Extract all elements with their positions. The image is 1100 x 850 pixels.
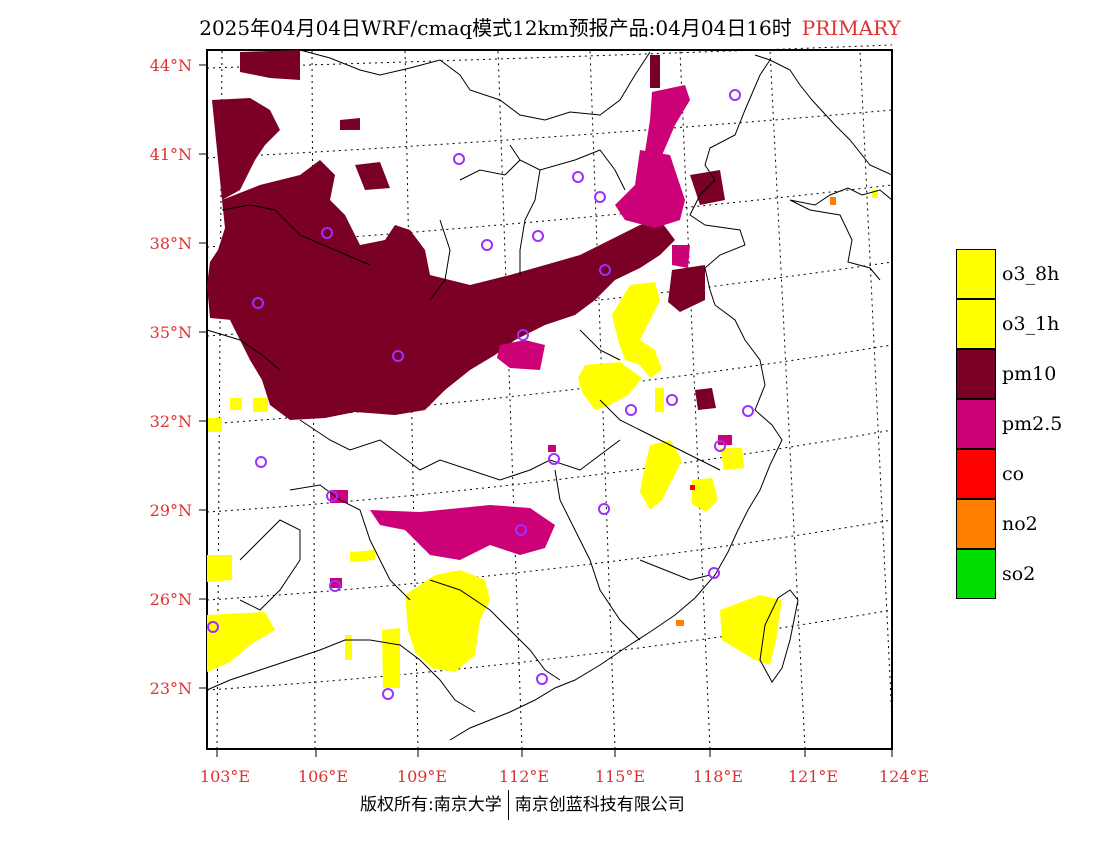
lon-ticks	[216, 749, 893, 757]
legend-swatch	[956, 399, 996, 449]
lon-label-106: 106°E	[298, 767, 348, 786]
lon-label-121: 121°E	[788, 767, 838, 786]
legend-swatch	[956, 449, 996, 499]
legend-label: pm2.5	[1002, 413, 1063, 435]
lat-label-41: 41°N	[150, 145, 192, 164]
legend-label: no2	[1002, 513, 1038, 535]
lon-label-103: 103°E	[200, 767, 250, 786]
legend-swatch	[956, 499, 996, 549]
lat-label-23: 23°N	[150, 679, 192, 698]
copyright-footer: 版权所有:南京大学 南京创蓝科技有限公司	[360, 790, 685, 820]
copyright-left: 版权所有:南京大学	[360, 795, 502, 815]
lat-labels: 44°N 41°N 38°N 35°N 32°N 29°N 26°N 23°N	[150, 56, 192, 698]
lon-labels: 103°E 106°E 109°E 112°E 115°E 118°E 121°…	[200, 767, 929, 786]
legend-label: co	[1002, 463, 1025, 485]
legend-label: pm10	[1002, 363, 1057, 385]
legend-label: o3_1h	[1002, 313, 1060, 335]
map-title: 2025年04月04日WRF/cmaq模式12km预报产品:04月04日16时 P…	[0, 12, 1100, 41]
legend-label: o3_8h	[1002, 263, 1060, 285]
lat-label-38: 38°N	[150, 234, 192, 253]
lat-label-29: 29°N	[150, 501, 192, 520]
lat-label-32: 32°N	[150, 412, 192, 431]
lat-label-26: 26°N	[150, 590, 192, 609]
no2-spot	[830, 197, 836, 205]
footer-divider	[507, 790, 509, 820]
lat-label-44: 44°N	[150, 56, 192, 75]
title-main: 2025年04月04日WRF/cmaq模式12km预报产品:04月04日16时	[199, 16, 792, 40]
lon-label-124: 124°E	[879, 767, 929, 786]
legend-swatch	[956, 249, 996, 299]
legend-label: so2	[1002, 563, 1036, 585]
pm10-area	[207, 50, 725, 420]
map-frame	[206, 49, 893, 750]
lon-label-112: 112°E	[499, 767, 549, 786]
lon-label-115: 115°E	[595, 767, 645, 786]
title-tag: PRIMARY	[801, 16, 901, 40]
lon-label-109: 109°E	[397, 767, 447, 786]
legend-swatch	[956, 549, 996, 599]
lat-label-35: 35°N	[150, 323, 192, 342]
lon-label-118: 118°E	[693, 767, 743, 786]
co-spot	[690, 485, 695, 490]
city-markers	[207, 89, 754, 700]
pm25-area	[330, 85, 732, 588]
ozone-area	[207, 190, 878, 688]
no2-spot	[676, 620, 684, 626]
legend-swatch	[956, 299, 996, 349]
copyright-right: 南京创蓝科技有限公司	[514, 795, 685, 815]
boundaries	[206, 49, 893, 741]
legend-swatch	[956, 349, 996, 399]
lat-ticks	[199, 64, 207, 689]
